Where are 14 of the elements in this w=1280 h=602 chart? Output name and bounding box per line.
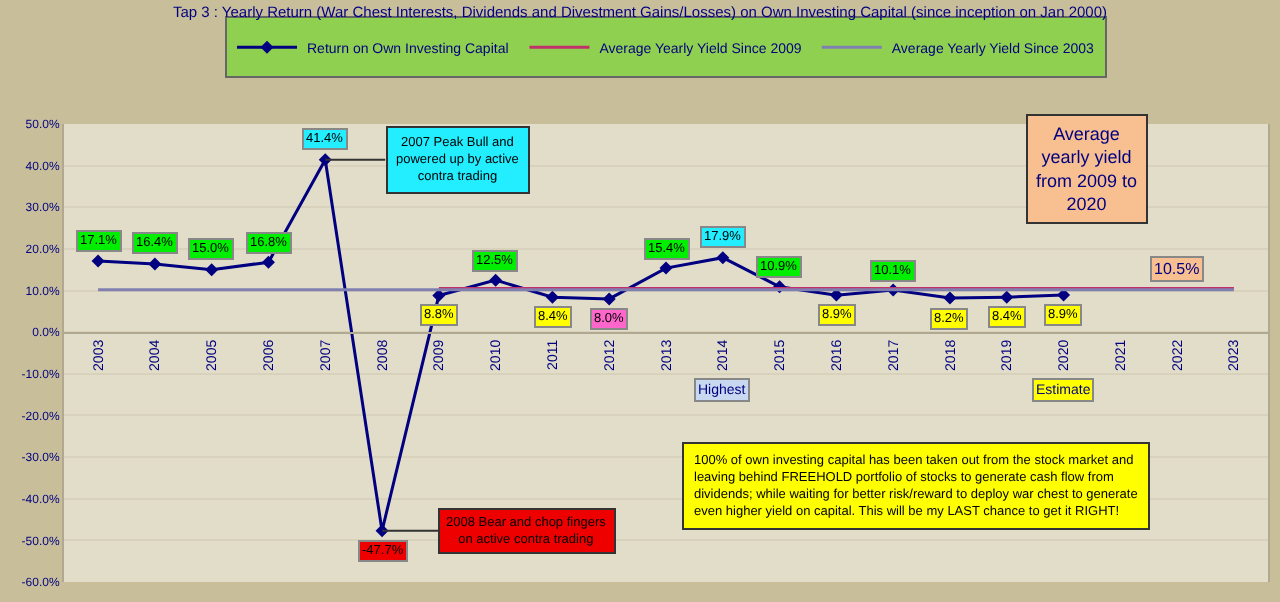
point [1000,290,1014,304]
point [261,255,275,269]
point [659,261,673,275]
point [148,257,162,271]
point [432,289,446,303]
annotation: Average yearly yield from 2009 to 2020 [1036,124,1138,215]
point [545,290,559,304]
point [602,292,616,306]
point [205,263,219,277]
point [489,273,503,287]
annotation: 10.5% [1154,260,1200,278]
point [91,254,105,268]
point [716,251,730,265]
point [943,291,957,305]
